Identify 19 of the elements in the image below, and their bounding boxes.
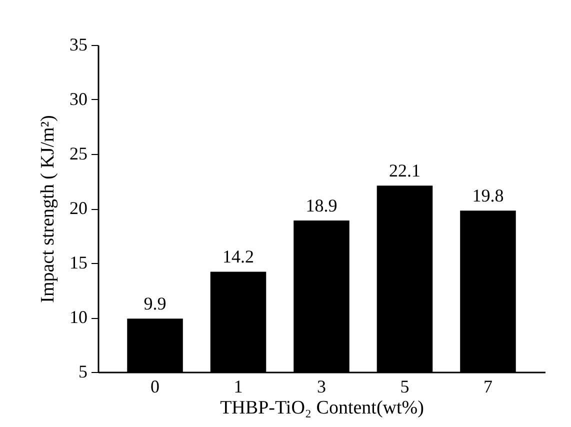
- y-tick-label: 20: [70, 198, 88, 218]
- data-label: 9.9: [144, 294, 166, 314]
- y-axis-title: Impact strength ( KJ/m²): [38, 115, 58, 303]
- x-tick-label: 1: [234, 376, 243, 396]
- data-label: 18.9: [306, 195, 338, 216]
- y-tick-label: 35: [70, 34, 88, 54]
- data-label: 14.2: [222, 246, 254, 267]
- y-tick-label: 25: [70, 144, 88, 164]
- x-axis-title: THBP-TiO₂ Content(wt%): [220, 398, 424, 418]
- y-tick-label: 10: [70, 307, 88, 327]
- x-tick-label: 3: [317, 376, 326, 396]
- y-tick-label: 5: [78, 362, 88, 382]
- x-tick-label: 0: [150, 376, 160, 396]
- data-label: 22.1: [388, 160, 420, 181]
- y-tick-label: 15: [70, 252, 88, 272]
- x-tick-label: 7: [483, 376, 492, 396]
- data-label: 19.8: [472, 186, 504, 206]
- x-tick-label: 5: [400, 376, 410, 396]
- y-tick-label: 30: [70, 89, 88, 109]
